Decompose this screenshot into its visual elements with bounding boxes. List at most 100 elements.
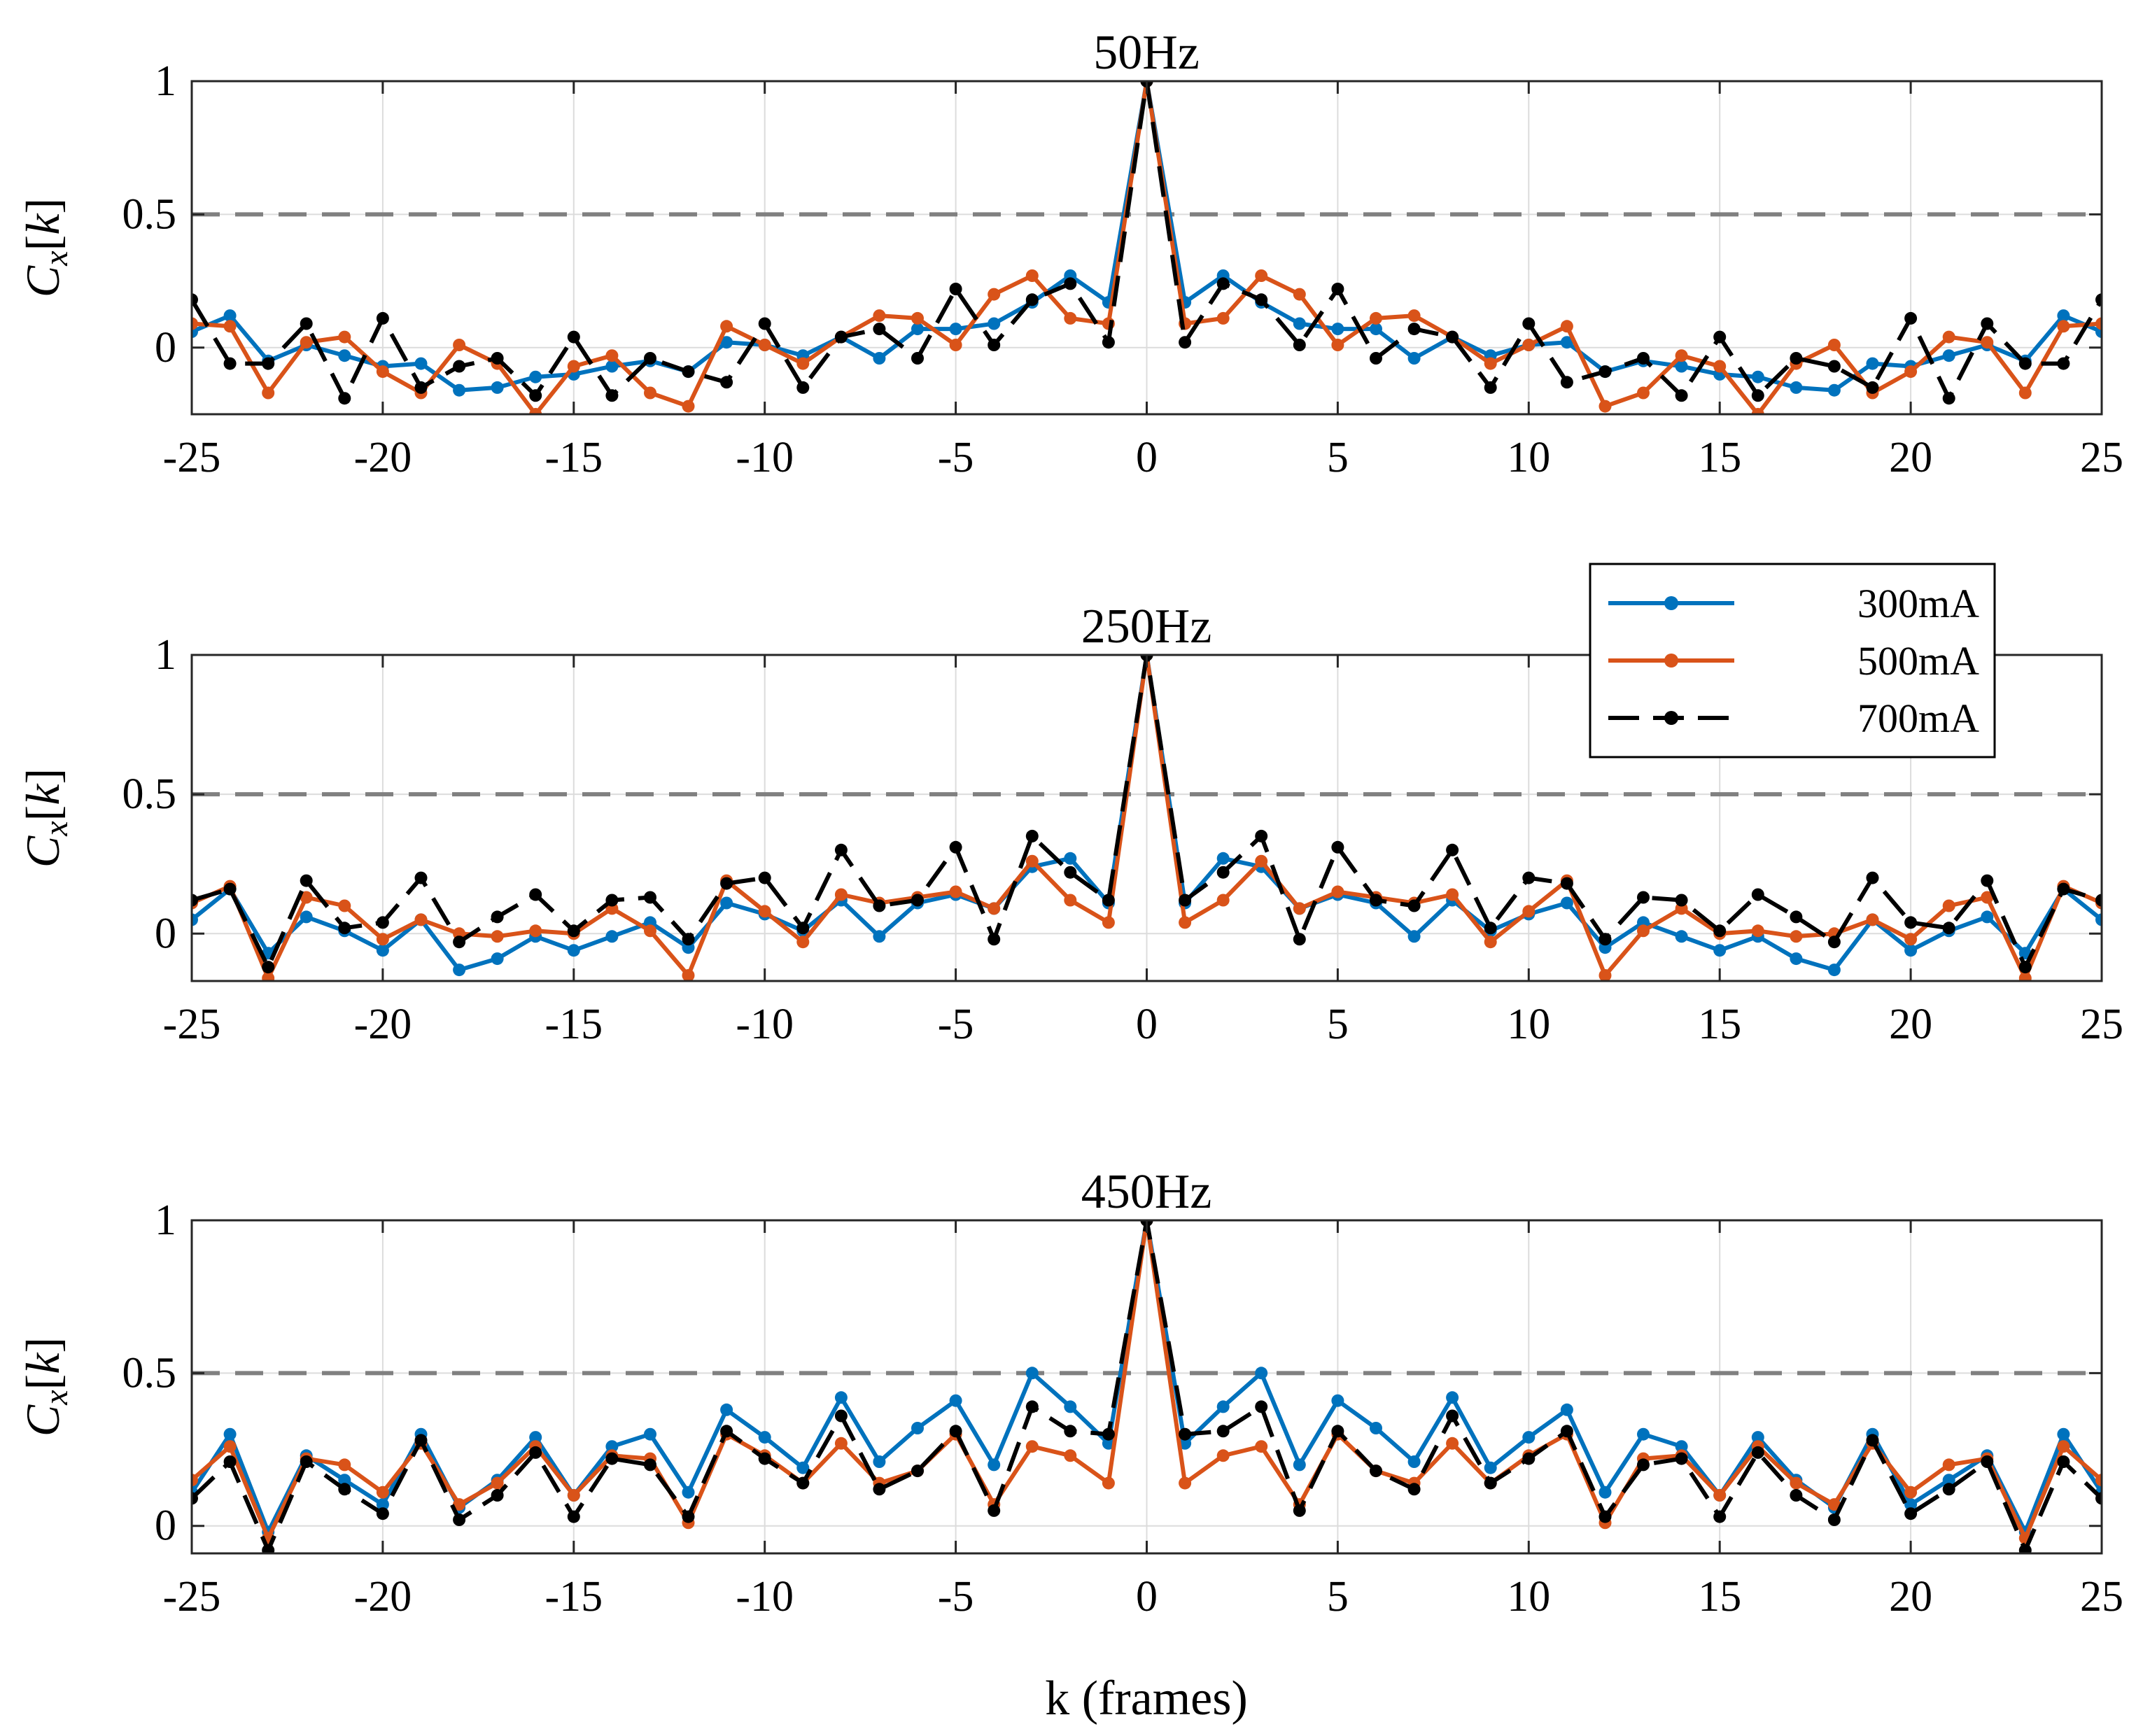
point-300mA — [1675, 360, 1688, 373]
point-700mA — [682, 365, 695, 379]
point-500mA — [529, 924, 542, 938]
point-300mA — [605, 930, 619, 943]
point-700mA — [2095, 894, 2102, 907]
x-tick-label: -10 — [736, 434, 794, 481]
point-700mA — [873, 323, 886, 336]
point-300mA — [1981, 910, 1994, 924]
point-700mA — [567, 330, 580, 344]
point-700mA — [529, 888, 542, 901]
point-700mA — [1331, 1425, 1344, 1438]
point-700mA — [414, 381, 428, 394]
x-tick-label: 15 — [1698, 434, 1741, 481]
legend-label-500mA: 500mA — [1857, 638, 1979, 684]
point-500mA — [796, 357, 810, 370]
point-700mA — [1484, 381, 1497, 394]
point-700mA — [192, 293, 198, 306]
point-700mA — [834, 330, 848, 344]
point-500mA — [453, 339, 466, 351]
point-500mA — [1981, 891, 1994, 904]
point-300mA — [491, 381, 504, 394]
point-300mA — [1751, 1431, 1764, 1444]
point-700mA — [1102, 1427, 1115, 1441]
point-500mA — [949, 339, 962, 351]
point-700mA — [1904, 311, 1918, 325]
point-700mA — [873, 1483, 886, 1496]
point-300mA — [1370, 1422, 1382, 1434]
point-700mA — [338, 392, 351, 405]
point-500mA — [376, 365, 389, 379]
series-line-700mA — [192, 81, 2102, 401]
point-500mA — [223, 320, 237, 333]
point-700mA — [605, 894, 619, 907]
point-700mA — [2095, 1492, 2102, 1505]
point-300mA — [491, 952, 504, 966]
x-tick-label: -20 — [354, 1001, 412, 1048]
x-tick-label: 25 — [2080, 1573, 2123, 1621]
point-300mA — [834, 1391, 848, 1404]
point-700mA — [1790, 1489, 1803, 1502]
point-700mA — [988, 339, 1001, 351]
point-500mA — [682, 400, 695, 413]
y-axis-label: Cx[k] — [16, 198, 75, 297]
point-700mA — [567, 924, 580, 938]
point-300mA — [758, 1431, 771, 1444]
point-500mA — [2018, 386, 2032, 400]
point-700mA — [1102, 894, 1115, 907]
x-tick-label: -5 — [938, 1001, 974, 1048]
point-700mA — [2018, 1544, 2032, 1553]
point-700mA — [1790, 352, 1803, 365]
point-500mA — [644, 924, 656, 938]
point-500mA — [1370, 311, 1382, 325]
x-tick-label: -10 — [736, 1573, 794, 1621]
point-700mA — [1293, 339, 1306, 351]
point-500mA — [1255, 269, 1268, 282]
point-700mA — [414, 871, 428, 884]
series-700mA — [192, 1220, 2102, 1553]
point-500mA — [1064, 894, 1077, 907]
point-300mA — [1064, 852, 1077, 865]
x-tick-label: 25 — [2080, 434, 2123, 481]
point-300mA — [1025, 1367, 1039, 1380]
point-500mA — [376, 933, 389, 946]
point-700mA — [758, 1452, 771, 1465]
point-300mA — [376, 1498, 389, 1511]
x-tick-label: -5 — [938, 434, 974, 481]
x-tick-label: 20 — [1889, 1001, 1932, 1048]
point-300mA — [796, 1461, 810, 1474]
point-500mA — [300, 336, 313, 349]
series-line-500mA — [192, 1220, 2102, 1541]
point-500mA — [1064, 311, 1077, 325]
point-500mA — [567, 360, 580, 373]
point-300mA — [1102, 1437, 1115, 1450]
point-300mA — [1790, 952, 1803, 966]
point-700mA — [192, 1492, 198, 1505]
point-700mA — [1942, 392, 1955, 405]
point-700mA — [1560, 1425, 1573, 1438]
point-300mA — [682, 1486, 695, 1499]
point-500mA — [1904, 933, 1918, 946]
point-700mA — [2057, 882, 2070, 896]
point-300mA — [911, 323, 924, 336]
point-700mA — [2018, 357, 2032, 370]
point-700mA — [1790, 910, 1803, 924]
point-700mA — [1331, 283, 1344, 295]
x-tick-label: 5 — [1327, 1573, 1349, 1621]
point-500mA — [2095, 1474, 2102, 1487]
point-700mA — [2018, 961, 2032, 974]
point-500mA — [1904, 365, 1918, 379]
x-tick-label: -15 — [544, 1573, 603, 1621]
point-700mA — [758, 871, 771, 884]
point-500mA — [300, 891, 313, 904]
point-700mA — [644, 891, 656, 904]
point-500mA — [1102, 916, 1115, 929]
point-700mA — [1293, 933, 1306, 946]
point-700mA — [796, 381, 810, 394]
point-700mA — [796, 922, 810, 935]
point-700mA — [376, 311, 389, 325]
point-700mA — [1255, 293, 1268, 306]
point-500mA — [605, 349, 619, 362]
point-300mA — [2095, 913, 2102, 926]
point-500mA — [988, 902, 1001, 915]
series-line-300mA — [192, 655, 2102, 973]
point-500mA — [1942, 899, 1955, 912]
